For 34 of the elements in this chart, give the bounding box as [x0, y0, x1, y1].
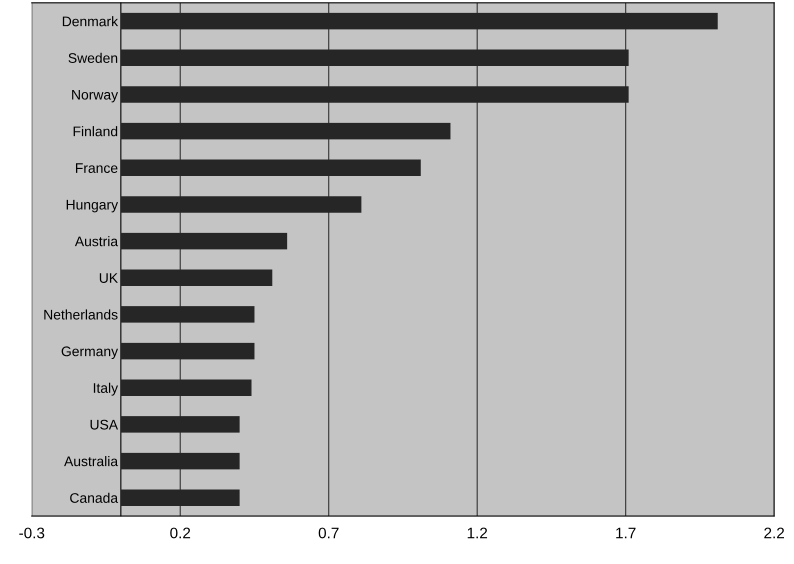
bar — [120, 342, 254, 360]
bar — [120, 232, 288, 250]
y-tick-label: Sweden — [68, 52, 118, 63]
y-tick-label: Norway — [72, 90, 118, 102]
y-tick-label: Canada — [70, 492, 118, 503]
bar — [120, 160, 421, 176]
y-tick-label: Denmark — [62, 16, 118, 26]
y-tick-label: Austria — [74, 236, 118, 246]
x-tick-label: -0.3 — [19, 528, 44, 538]
bar — [120, 416, 240, 433]
y-tick-label: France — [76, 163, 118, 173]
bar — [120, 380, 252, 396]
x-tick-label: 1.7 — [616, 528, 636, 538]
bar — [120, 122, 450, 140]
bar — [120, 452, 240, 470]
x-tick-label: 1.2 — [468, 528, 488, 538]
x-tick-label: 0.2 — [170, 528, 190, 538]
bar — [120, 196, 362, 213]
bar — [120, 270, 272, 286]
y-tick-label: UK — [100, 273, 118, 283]
y-tick-label: Hungary — [66, 200, 118, 212]
bar — [120, 12, 718, 30]
bar — [120, 489, 240, 506]
y-tick-label: Netherlands — [44, 309, 118, 320]
y-tick-label: Germany — [62, 346, 118, 360]
bar — [120, 306, 254, 323]
x-tick-label: 0.7 — [318, 528, 339, 538]
y-tick-label: USA — [90, 420, 118, 430]
y-tick-label: Finland — [74, 126, 118, 136]
bar — [120, 86, 629, 103]
x-tick-label: 2.2 — [764, 528, 784, 538]
bar — [120, 50, 629, 66]
y-tick-label: Australia — [64, 456, 118, 466]
y-tick-label: Italy — [94, 382, 118, 396]
